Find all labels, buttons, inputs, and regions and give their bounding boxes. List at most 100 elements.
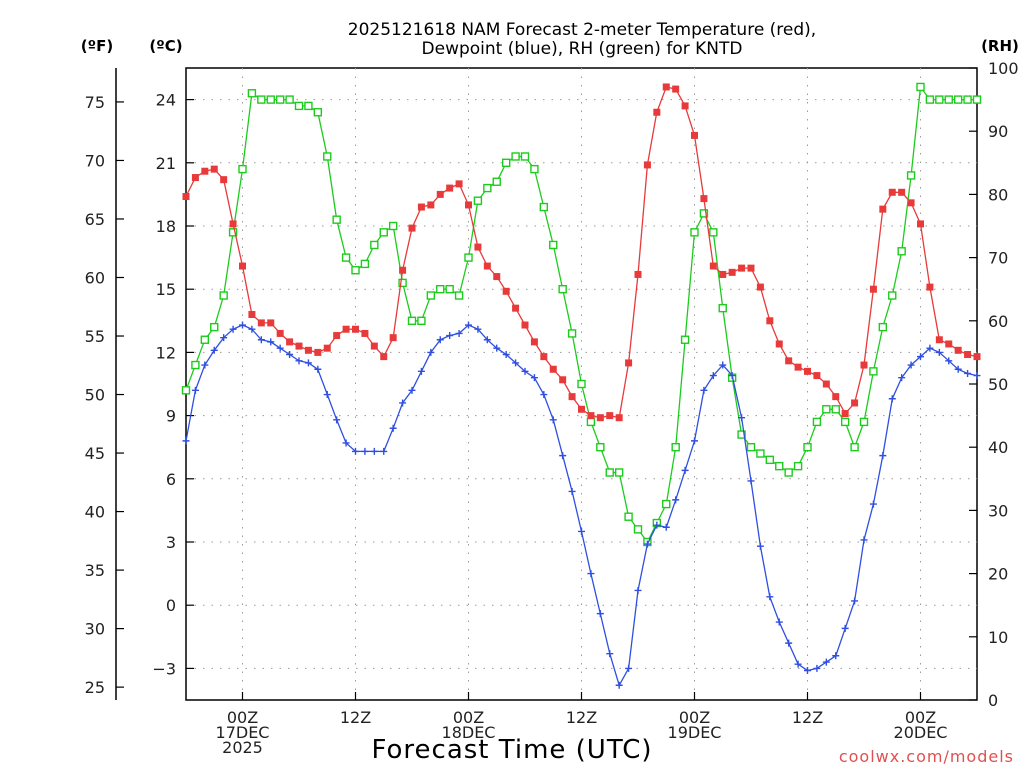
data-point: [181, 386, 191, 395]
data-point: [238, 164, 247, 174]
rh-tick-label: 70: [988, 249, 1008, 268]
data-point: [832, 652, 840, 660]
data-point: [662, 83, 670, 91]
data-point: [568, 393, 576, 401]
data-point: [501, 158, 511, 168]
data-point: [737, 430, 746, 439]
x-tick-label: 12Z: [566, 708, 597, 727]
data-point: [794, 363, 802, 371]
data-point: [973, 372, 981, 380]
data-point: [229, 325, 237, 333]
data-point: [822, 658, 830, 666]
data-point: [964, 351, 972, 359]
data-point: [813, 372, 821, 380]
data-point: [521, 321, 529, 329]
data-point: [191, 386, 199, 394]
data-point: [352, 325, 359, 333]
data-point: [709, 262, 717, 270]
data-point: [267, 319, 275, 327]
data-point: [906, 171, 916, 180]
data-point: [699, 209, 709, 218]
data-point: [201, 167, 209, 175]
data-point: [925, 95, 935, 104]
data-point: [426, 291, 436, 300]
data-point: [530, 338, 538, 346]
data-point: [954, 365, 962, 373]
data-point: [766, 317, 774, 325]
data-point: [756, 542, 764, 550]
data-point: [304, 359, 312, 367]
data-point: [869, 285, 877, 293]
data-point: [455, 329, 463, 337]
data-point: [220, 334, 228, 342]
data-point: [804, 667, 811, 675]
data-point: [408, 224, 416, 232]
data-point: [304, 101, 313, 111]
fahrenheit-tick-label: 55: [85, 327, 105, 346]
data-point: [879, 452, 887, 460]
data-point: [916, 82, 925, 92]
celsius-tick-label: 6: [166, 470, 176, 489]
data-point: [775, 461, 784, 471]
data-point: [680, 335, 690, 344]
data-point: [907, 199, 915, 207]
data-point: [615, 414, 623, 422]
fahrenheit-axis: 25 30 35 40 45 50 55 60 65 70 75: [85, 93, 124, 697]
data-point: [275, 95, 285, 104]
data-point: [427, 201, 435, 209]
data-point: [888, 188, 896, 196]
data-point: [633, 525, 643, 534]
fahrenheit-tick-label: 50: [85, 386, 105, 405]
data-point: [407, 316, 417, 325]
series-2-meter-temperature: [182, 83, 981, 422]
data-point: [624, 512, 633, 521]
data-point: [851, 399, 859, 407]
data-point: [577, 379, 586, 389]
data-point: [841, 409, 849, 417]
data-point: [578, 405, 585, 413]
fahrenheit-tick-label: 75: [85, 93, 105, 112]
rh-tick-label: 60: [988, 312, 1008, 331]
data-point: [662, 499, 671, 509]
data-point: [888, 291, 897, 300]
data-point: [897, 247, 906, 256]
data-point: [341, 253, 351, 262]
x-tick-label: 18DEC: [442, 723, 496, 742]
data-point: [785, 639, 793, 647]
data-point: [248, 310, 256, 318]
data-point: [567, 329, 577, 338]
x-tick-label: 12Z: [340, 708, 371, 727]
data-point: [239, 321, 246, 329]
data-point: [549, 240, 558, 250]
data-point: [926, 283, 934, 291]
data-point: [831, 405, 840, 414]
fahrenheit-unit-label: (ºF): [81, 37, 113, 55]
data-point: [285, 95, 294, 104]
data-point: [465, 201, 472, 209]
data-point: [379, 228, 388, 237]
data-point: [389, 424, 397, 432]
data-point: [719, 361, 727, 369]
x-axis-title: Forecast Time (UTC): [371, 735, 652, 765]
data-point: [972, 95, 982, 104]
data-point: [539, 202, 549, 212]
data-point: [860, 361, 868, 369]
data-point: [454, 291, 464, 300]
data-point: [691, 437, 698, 445]
x-tick-label: 00Z: [453, 708, 484, 727]
celsius-axis: −3 0 3 6 9 12 15 18 21 24: [152, 91, 194, 678]
data-point: [586, 417, 596, 427]
data-point: [388, 221, 398, 231]
data-point: [182, 437, 190, 445]
data-point: [483, 336, 491, 344]
data-point: [436, 285, 445, 294]
data-point: [239, 262, 246, 270]
fahrenheit-tick-label: 60: [85, 268, 105, 287]
data-point: [182, 193, 190, 201]
data-point: [822, 405, 831, 414]
fahrenheit-tick-label: 40: [85, 503, 105, 522]
data-point: [229, 220, 237, 228]
data-point: [464, 253, 473, 262]
data-point: [662, 523, 670, 531]
data-point: [445, 285, 454, 294]
